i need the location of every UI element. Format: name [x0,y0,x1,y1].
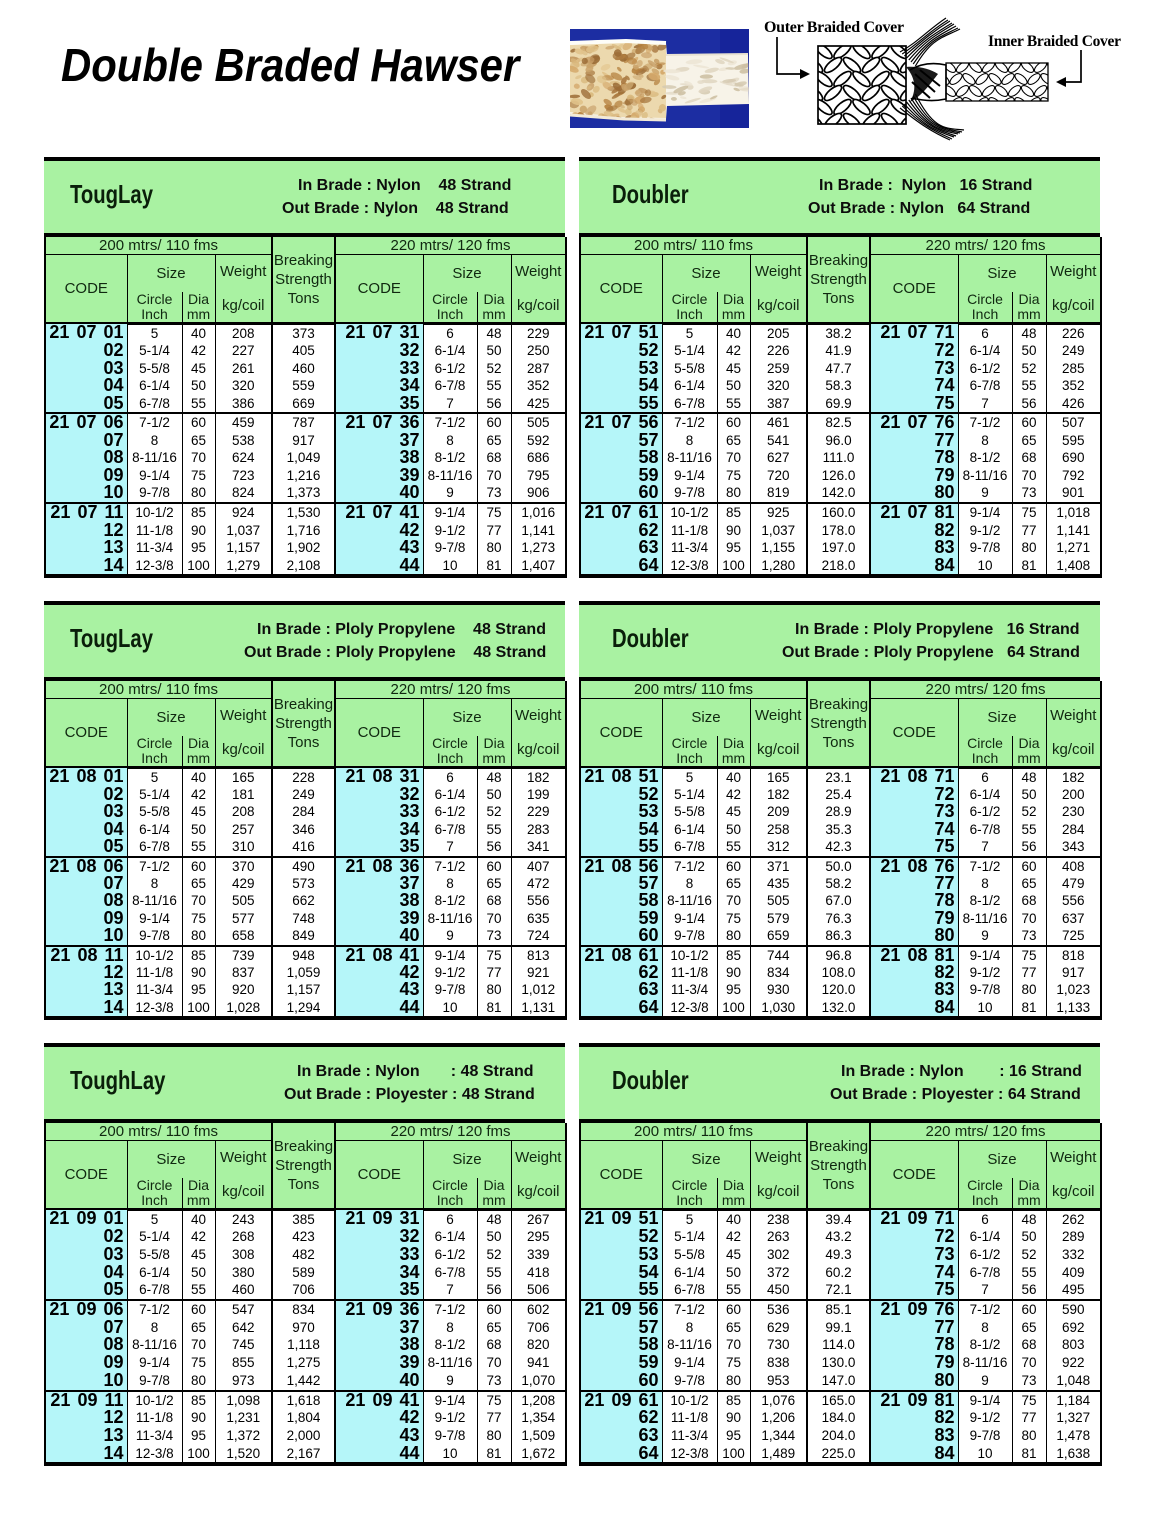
svg-text:Outer Braided Cover: Outer Braided Cover [764,19,904,36]
svg-text:Inner Braided Cover: Inner Braided Cover [988,33,1121,50]
